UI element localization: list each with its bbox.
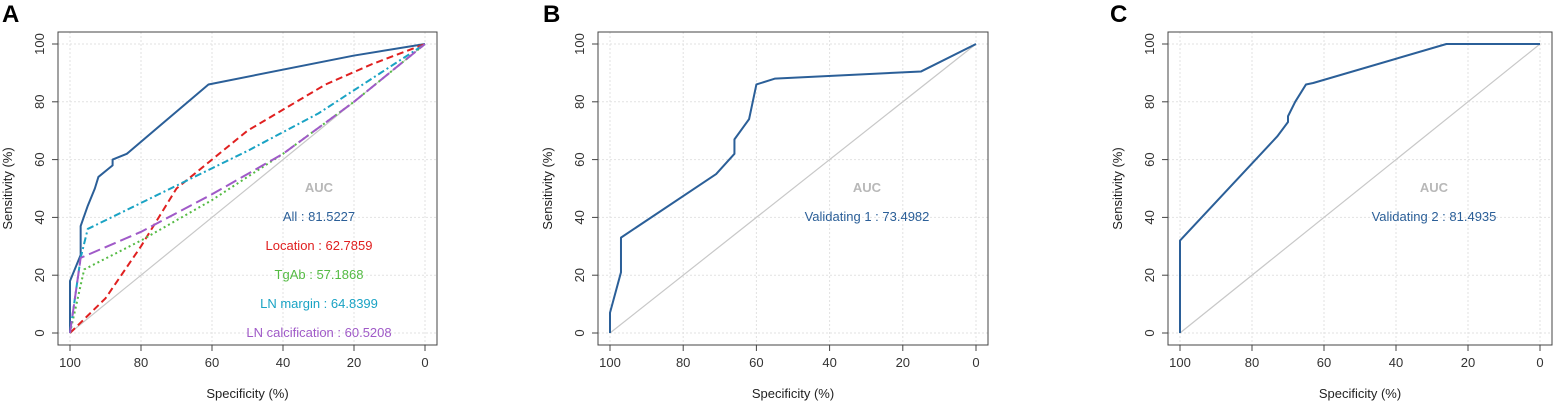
- y-tick-label: 100: [572, 33, 587, 55]
- x-tick-label: 40: [276, 355, 290, 370]
- plot-frame: [1167, 31, 1553, 346]
- auc-legend-entry: All : 81.5227: [283, 209, 355, 224]
- y-tick-label: 40: [32, 210, 47, 224]
- auc-legend-title: AUC: [1420, 180, 1449, 195]
- plot-frame: [57, 31, 438, 346]
- panel-label-c: C: [1110, 1, 1127, 28]
- auc-legend-entry: Validating 2 : 81.4935: [1372, 209, 1497, 224]
- x-tick-label: 20: [1461, 355, 1475, 370]
- y-axis-title: Sensitivity (%): [0, 147, 15, 229]
- panel-c: 100 80 60 40 20 0 0 20 40 60 80 100 Specificity (%) S…: [1110, 31, 1553, 401]
- y-tick-label: 100: [1142, 33, 1157, 55]
- y-tick-label: 60: [1142, 152, 1157, 166]
- x-tick-label: 80: [676, 355, 690, 370]
- y-axis-title: Sensitivity (%): [540, 147, 555, 229]
- y-tick-label: 40: [1142, 210, 1157, 224]
- x-tick-label: 60: [1317, 355, 1331, 370]
- x-tick-label: 0: [972, 355, 979, 370]
- y-tick-label: 20: [32, 268, 47, 282]
- auc-legend-entry: TgAb : 57.1868: [275, 267, 364, 282]
- x-tick-label: 80: [1245, 355, 1259, 370]
- y-tick-label: 60: [32, 152, 47, 166]
- y-axis-title: Sensitivity (%): [1110, 147, 1125, 229]
- auc-legend-entry: LN calcification : 60.5208: [246, 325, 391, 340]
- y-tick-label: 80: [572, 95, 587, 109]
- auc-legend-entry: LN margin : 64.8399: [260, 296, 378, 311]
- x-tick-label: 80: [134, 355, 148, 370]
- roc-curve-validating-1: [609, 43, 977, 333]
- x-tick-label: 0: [1536, 355, 1543, 370]
- y-tick-label: 0: [572, 329, 587, 336]
- x-tick-label: 60: [205, 355, 219, 370]
- panel-label-a: A: [2, 1, 19, 28]
- y-tick-label: 0: [1142, 329, 1157, 336]
- x-tick-label: 40: [1389, 355, 1403, 370]
- x-tick-label: 20: [347, 355, 361, 370]
- roc-curve-validating-2: [1179, 43, 1540, 333]
- y-tick-label: 20: [572, 268, 587, 282]
- y-tick-label: 60: [572, 152, 587, 166]
- x-axis-title: Specificity (%): [752, 386, 834, 401]
- roc-curve-location: [69, 43, 426, 334]
- roc-curve-tgab: [69, 43, 426, 334]
- y-tick-label: 40: [572, 210, 587, 224]
- x-tick-label: 100: [59, 355, 81, 370]
- panel-a: 100 80 60 40 20 0 0 20 40 60 80 100 Specificity (%) S…: [0, 31, 438, 401]
- diagonal-reference-line: [69, 43, 426, 334]
- auc-legend-entry: Location : 62.7859: [266, 238, 373, 253]
- x-tick-label: 0: [421, 355, 428, 370]
- x-axis-title: Specificity (%): [206, 386, 288, 401]
- auc-legend-title: AUC: [305, 180, 334, 195]
- y-tick-label: 80: [1142, 95, 1157, 109]
- plot-frame: [597, 31, 989, 346]
- x-tick-label: 20: [896, 355, 910, 370]
- roc-curve-ln-calcification: [69, 43, 426, 334]
- x-axis-title: Specificity (%): [1319, 386, 1401, 401]
- y-tick-label: 100: [32, 33, 47, 55]
- y-tick-label: 0: [32, 329, 47, 336]
- y-tick-label: 20: [1142, 268, 1157, 282]
- x-tick-label: 100: [1169, 355, 1191, 370]
- auc-legend-entry: Validating 1 : 73.4982: [805, 209, 930, 224]
- panel-b: 100 80 60 40 20 0 0 20 40 60 80 100 Specificity (%) S…: [540, 31, 989, 401]
- diagonal-reference-line: [1179, 43, 1541, 334]
- x-tick-label: 100: [599, 355, 621, 370]
- panel-label-b: B: [543, 1, 560, 28]
- x-tick-label: 40: [822, 355, 836, 370]
- roc-curve-all: [69, 43, 426, 333]
- x-tick-label: 60: [749, 355, 763, 370]
- diagonal-reference-line: [609, 43, 977, 334]
- auc-legend-title: AUC: [853, 180, 882, 195]
- y-tick-label: 80: [32, 95, 47, 109]
